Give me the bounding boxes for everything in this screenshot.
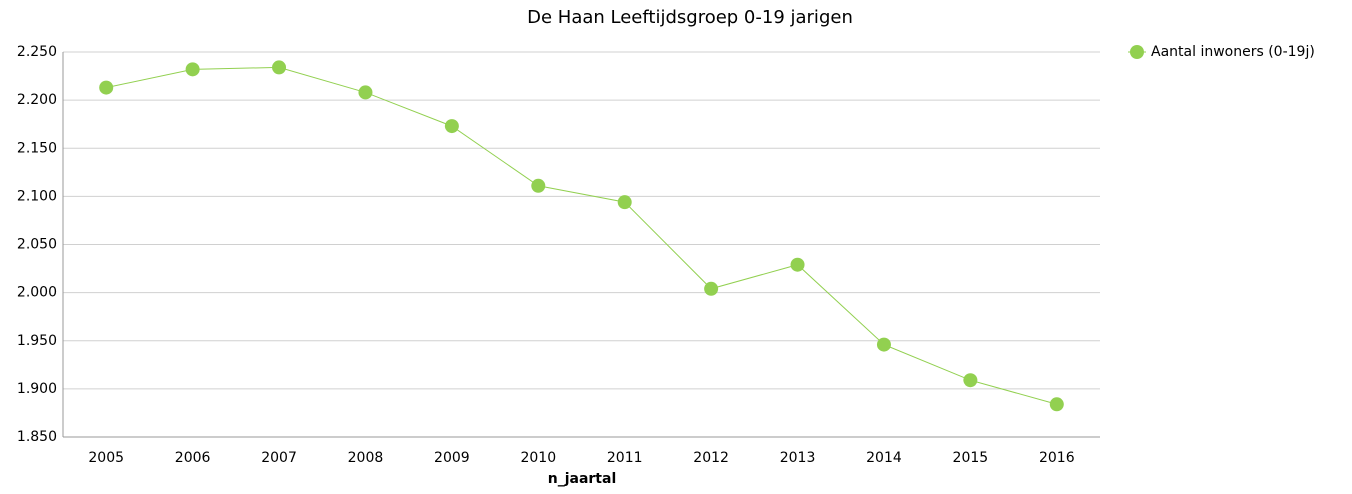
x-tick-label: 2015 bbox=[953, 450, 989, 466]
legend-label: Aantal inwoners (0-19j) bbox=[1151, 44, 1315, 60]
x-tick-label: 2005 bbox=[88, 450, 124, 466]
data-point bbox=[704, 281, 719, 296]
data-point bbox=[272, 60, 287, 75]
x-tick-label: 2007 bbox=[261, 450, 297, 466]
data-point bbox=[963, 373, 978, 388]
data-point bbox=[617, 195, 632, 210]
x-tick-label: 2011 bbox=[607, 450, 643, 466]
x-tick-label: 2008 bbox=[348, 450, 384, 466]
chart-title: De Haan Leeftijdsgroep 0-19 jarigen bbox=[527, 7, 853, 28]
data-point bbox=[876, 337, 891, 352]
x-tick-label: 2010 bbox=[520, 450, 556, 466]
y-tick-label: 2.150 bbox=[17, 140, 57, 156]
y-tick-label: 2.000 bbox=[17, 285, 57, 301]
y-tick-label: 2.200 bbox=[17, 92, 57, 108]
data-point bbox=[531, 178, 546, 193]
x-tick-label: 2013 bbox=[780, 450, 816, 466]
series-line bbox=[106, 66, 1057, 405]
data-point bbox=[185, 62, 200, 77]
data-point bbox=[790, 257, 805, 272]
y-tick-label: 1.900 bbox=[17, 381, 57, 397]
x-tick-label: 2006 bbox=[175, 450, 211, 466]
y-tick-label: 1.850 bbox=[17, 429, 57, 445]
x-tick-label: 2016 bbox=[1039, 450, 1075, 466]
y-tick-label: 2.250 bbox=[17, 44, 57, 60]
y-tick-label: 2.050 bbox=[17, 237, 57, 253]
data-point bbox=[1049, 397, 1064, 412]
x-tick-label: 2014 bbox=[866, 450, 902, 466]
x-tick-label: 2012 bbox=[693, 450, 729, 466]
data-point bbox=[358, 85, 373, 100]
x-axis-label: n_jaartal bbox=[548, 471, 617, 487]
x-tick-label: 2009 bbox=[434, 450, 470, 466]
data-point bbox=[444, 119, 459, 134]
y-tick-label: 1.950 bbox=[17, 333, 57, 349]
data-point bbox=[99, 80, 114, 95]
y-tick-label: 2.100 bbox=[17, 188, 57, 204]
